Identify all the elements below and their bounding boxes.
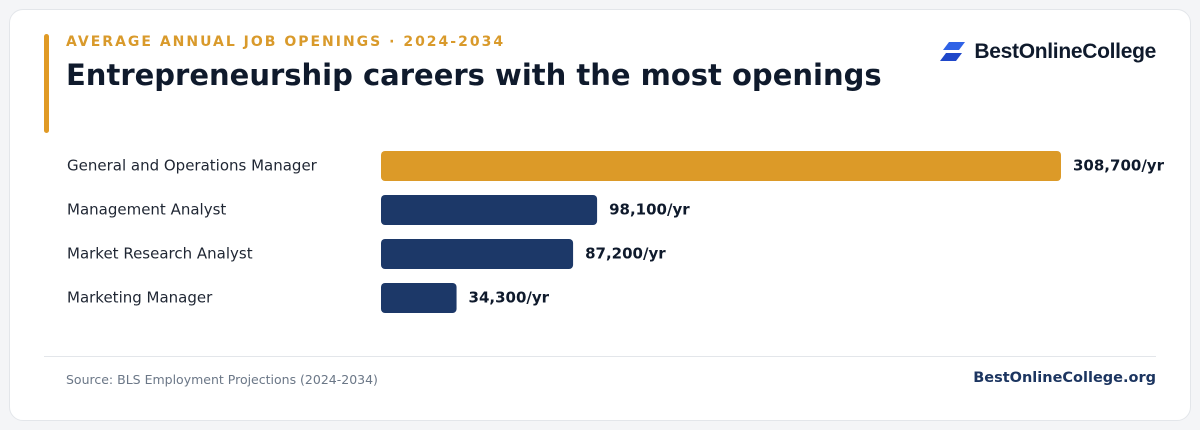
bar [381, 195, 598, 225]
bar [381, 283, 457, 313]
site-link[interactable]: BestOnlineCollege.org [973, 370, 1156, 386]
logo-icon [940, 42, 966, 61]
chart-title: Entrepreneurship careers with the most o… [66, 58, 882, 92]
value-label: 34,300/yr [469, 289, 550, 307]
category-label: Marketing Manager [67, 289, 213, 307]
value-label: 308,700/yr [1073, 157, 1165, 175]
value-label: 98,100/yr [609, 201, 690, 219]
footer-divider [44, 356, 1156, 357]
brand-logo: BestOnlineCollege [940, 40, 1156, 64]
bar-chart: General and Operations Manager 308,700/yr… [67, 151, 1165, 313]
eyebrow-label: AVERAGE ANNUAL JOB OPENINGS · 2024-2034 [66, 34, 506, 50]
category-label: Management Analyst [67, 201, 226, 219]
value-label: 87,200/yr [585, 245, 666, 263]
source-note: Source: BLS Employment Projections (2024… [66, 372, 378, 387]
bar [381, 239, 574, 269]
bar [381, 151, 1061, 181]
chart-card: AVERAGE ANNUAL JOB OPENINGS · 2024-2034 … [9, 9, 1191, 421]
category-label: Market Research Analyst [67, 245, 253, 263]
brand-name: BestOnlineCollege [974, 40, 1156, 63]
title-accent-bar [44, 34, 49, 133]
category-label: General and Operations Manager [67, 157, 318, 175]
